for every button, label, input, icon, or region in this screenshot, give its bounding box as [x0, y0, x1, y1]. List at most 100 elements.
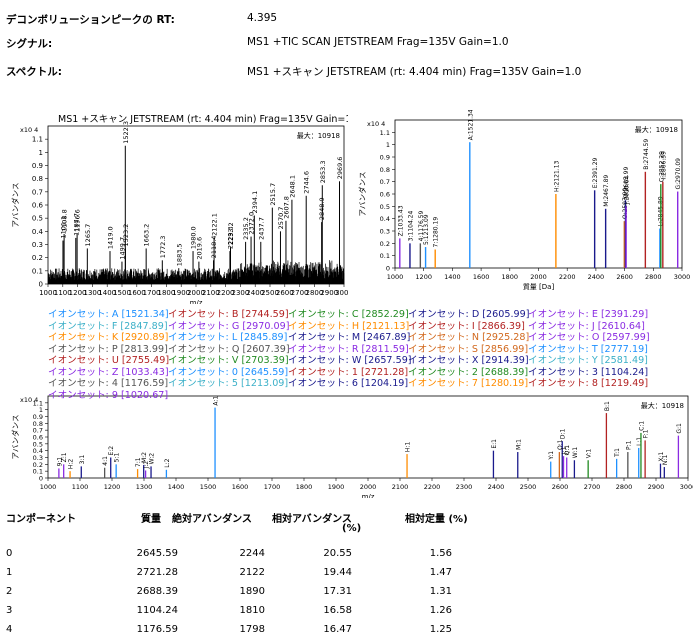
x-tick-label: 2600 — [552, 483, 569, 491]
y-tick-label: 0.4 — [32, 228, 44, 236]
x-tick-label: 1200 — [415, 273, 432, 281]
ms-spectrum-chart: MS1 +スキャン JETSTREAM (rt: 4.404 min) Frag… — [10, 114, 348, 304]
spectrum-label: スペクトル: — [6, 66, 62, 78]
ion-set-entry: イオンセット: S [2856.99] — [408, 343, 529, 355]
peak-label-21: W:1 — [572, 447, 579, 459]
x-tick-label: 2000 — [187, 289, 205, 297]
x-tick-label: 1000 — [387, 273, 404, 281]
ion-set-entry: イオンセット: A [1521.34] — [48, 309, 169, 320]
peak-label-24: 2607.8 — [282, 196, 290, 219]
deconvoluted-mass-chart: x10 4 最大：10918 0 0.1 0.2 0.3 0.4 0.5 0.6 0.7 0.8 0.… — [357, 110, 690, 291]
y-multiplier: x10 4 — [20, 396, 38, 404]
ion-set-entry: イオンセット: I [2866.39] — [408, 320, 525, 332]
x-tick-label: 2800 — [305, 289, 323, 297]
peak-label-12: B:2744.59 — [643, 139, 650, 170]
ion-set-entry: イオンセット: 7 [1280.19] — [408, 378, 529, 389]
x-tick-label: 2900 — [320, 289, 338, 297]
peak-label-23: 2570.7 — [277, 207, 285, 230]
legend-row: イオンセット: K [2920.89]イオンセット: L [2845.89]イオ… — [48, 332, 688, 344]
peak-label-7: 7:1 — [135, 457, 142, 467]
peak-label-9: J:2 — [143, 461, 150, 470]
x-tick-label: 2300 — [456, 483, 473, 491]
header-rel-abundance-unit: (%) — [342, 523, 362, 534]
x-tick-label: 2900 — [648, 483, 665, 491]
peak-label-13: 2019.6 — [195, 237, 203, 260]
peak-label-4: 1265.7 — [84, 224, 92, 247]
y-tick-label: 0.2 — [380, 240, 390, 248]
x-tick-label: 2500 — [261, 289, 279, 297]
peak-label-3: 5:1213.09 — [423, 214, 430, 245]
peak-label-17: O:1 — [557, 439, 564, 450]
x-tick-label: 2800 — [616, 483, 633, 491]
x-axis-label: m/z — [362, 493, 375, 498]
legend-row: イオンセット: Z [1033.43]イオンセット: 0 [2645.59]イオ… — [48, 367, 688, 379]
y-tick-label: 0.1 — [380, 252, 390, 260]
x-tick-label: 1900 — [328, 483, 345, 491]
table-cell-component: 1 — [6, 567, 13, 578]
legend-row: イオンセット: 9 [1020.67] — [48, 390, 688, 402]
y-tick-label: 0.9 — [32, 162, 43, 170]
spectrum-value: MS1 +スキャン JETSTREAM (rt: 4.404 min) Frag… — [247, 66, 582, 78]
peak-label-16: 2229.3 — [226, 226, 234, 249]
y-tick-label: 0.6 — [33, 434, 43, 442]
ion-set-entry: イオンセット: 3 [1104.24] — [528, 366, 649, 378]
peak-label-1: 3:1104.24 — [407, 211, 414, 242]
peak-label-8: 1523.2 — [122, 224, 130, 247]
x-tick-label: 2300 — [231, 289, 249, 297]
peak-label-20: Q:1 — [564, 445, 571, 456]
peak-label-15: M:1 — [515, 439, 522, 450]
y-tick-label: 0 — [386, 265, 390, 273]
peak-label-2: 1187.7 — [72, 213, 80, 236]
x-tick-label: 2600 — [616, 273, 633, 281]
legend-row: イオンセット: A [1521.34]イオンセット: B [2744.59]イオ… — [48, 309, 688, 321]
ion-set-entry: イオンセット: W [2657.59] — [288, 355, 412, 366]
ion-set-entry: イオンセット: 4 [1176.59] — [48, 378, 169, 389]
peak-label-5: 1419.0 — [107, 226, 115, 249]
table-cell-rel: 19.44 — [323, 567, 352, 578]
table-cell-abs: 2122 — [239, 567, 265, 578]
y-tick-label: 0.7 — [33, 427, 43, 435]
ion-set-entry: イオンセット: Q [2607.39] — [168, 343, 290, 355]
header-mass: 質量 — [141, 514, 161, 525]
peak-label-0: Z:1033.43 — [397, 205, 404, 236]
header-component: コンポーネント — [6, 514, 76, 525]
x-tick-label: 2200 — [217, 289, 235, 297]
x-tick-label: 1900 — [172, 289, 190, 297]
table-cell-quant: 1.47 — [429, 567, 452, 578]
peak-label-0: 1101.1 — [59, 216, 67, 239]
table-cell-quant: 1.25 — [429, 624, 452, 635]
x-axis-label: m/z — [190, 299, 203, 304]
y-tick-label: 0.1 — [33, 468, 43, 476]
y-tick-label: 1 — [39, 149, 43, 157]
table-cell-component: 2 — [6, 586, 13, 597]
peak-label-4: 7:1280.19 — [433, 217, 440, 248]
ion-set-entry: イオンセット: Z [1033.43] — [48, 366, 169, 378]
table-cell-rel: 17.31 — [323, 586, 352, 597]
x-tick-label: 1400 — [444, 273, 461, 281]
peak-label-12: A:1 — [213, 396, 220, 406]
x-tick-label: 2800 — [645, 273, 662, 281]
peak-label-17: 2233.2 — [227, 222, 235, 245]
peak-label-14: C:2852.29 — [658, 151, 665, 182]
table-cell-quant: 1.56 — [429, 548, 452, 559]
y-tick-label: 0.7 — [32, 188, 43, 196]
peak-label-18: D:1 — [560, 428, 567, 439]
peak-label-3: 3:1 — [79, 455, 86, 465]
peak-label-29: X:1 — [658, 452, 665, 462]
x-tick-label: 2400 — [588, 273, 605, 281]
ion-set-entry: イオンセット: M [2467.89] — [288, 332, 411, 343]
peak-label-22: V:1 — [586, 449, 593, 459]
peak-label-5: E:2 — [108, 446, 115, 456]
y-tick-label: 0.4 — [33, 447, 43, 455]
peak-label-22: 2515.7 — [269, 183, 277, 206]
ion-set-entry: イオンセット: C [2852.29] — [288, 309, 409, 320]
peak-label-19: 2372.0 — [248, 212, 256, 235]
peak-label-4: 4:1 — [102, 456, 109, 466]
x-tick-label: 2700 — [584, 483, 601, 491]
peak-label-2: H:2 — [68, 459, 75, 470]
peak-label-7: E:2391.29 — [592, 157, 599, 188]
ion-set-legend: イオンセット: A [1521.34]イオンセット: B [2744.59]イオ… — [48, 309, 688, 401]
y-tick-label: 0.3 — [380, 228, 390, 236]
x-tick-label: 2100 — [202, 289, 220, 297]
x-tick-label: 1000 — [39, 289, 57, 297]
